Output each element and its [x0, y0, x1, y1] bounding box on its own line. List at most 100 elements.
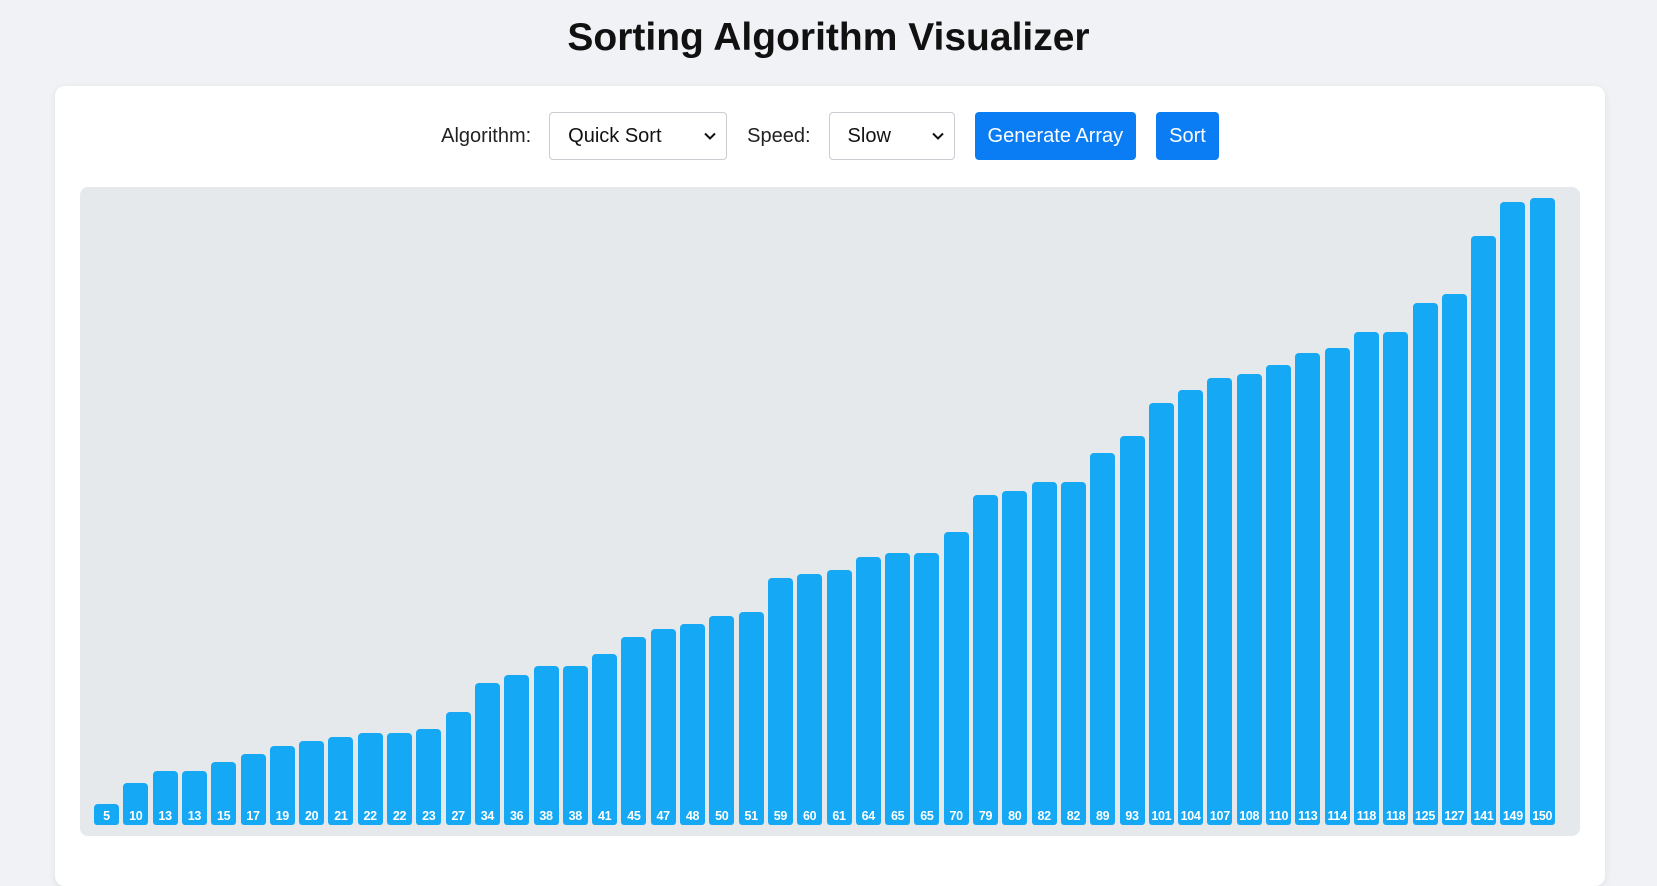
algorithm-select[interactable]: Quick Sort: [549, 112, 728, 160]
bar-value-label: 47: [656, 809, 671, 823]
bar-value-label: 150: [1532, 809, 1553, 823]
bar-value-label: 118: [1356, 809, 1377, 823]
bar: [650, 628, 676, 825]
bar-value-label: 110: [1268, 809, 1289, 823]
bar-value-label: 34: [480, 809, 495, 823]
bar-value-label: 23: [422, 809, 436, 823]
bar-value-label: 89: [1096, 809, 1110, 823]
bar: [1412, 302, 1438, 825]
bar: [1002, 490, 1028, 825]
bar: [797, 574, 823, 825]
bar: [885, 553, 911, 825]
bar: [387, 733, 412, 825]
bar: [269, 745, 295, 825]
bar-value-label: 125: [1415, 809, 1435, 823]
bar-value-label: 15: [217, 809, 231, 823]
bar: [1090, 452, 1116, 825]
bar-value-label: 27: [451, 809, 465, 823]
bar: [738, 611, 764, 825]
bar-value-label: 70: [949, 809, 964, 823]
bar: [474, 682, 500, 825]
speed-select-value: Slow: [847, 124, 891, 147]
bar: [94, 804, 119, 825]
bar-value-label: 104: [1180, 809, 1201, 823]
bar: [1236, 373, 1262, 825]
bar-value-label: 65: [890, 809, 905, 823]
bar: [299, 741, 325, 825]
chevron-down-icon: [931, 132, 944, 140]
bar-value-label: 114: [1327, 809, 1347, 823]
bar: [1178, 390, 1204, 825]
bar: [240, 753, 266, 825]
bar-value-label: 141: [1473, 809, 1494, 823]
bar-value-label: 21: [334, 809, 348, 823]
bar-value-label: 65: [920, 809, 934, 823]
bar: [152, 770, 178, 825]
bar: [1148, 402, 1174, 825]
bar: [1266, 365, 1291, 825]
bar: [416, 728, 442, 825]
bar: [914, 553, 940, 825]
bar-value-label: 48: [685, 809, 700, 823]
bar: [1060, 482, 1086, 825]
bar-value-label: 17: [246, 809, 260, 823]
generate-array-button[interactable]: Generate Array: [974, 112, 1137, 160]
bar: [1295, 352, 1321, 825]
controls-bar: Algorithm: Quick Sort Speed: Slow Genera…: [55, 111, 1605, 161]
bar: [1500, 202, 1526, 825]
bar-value-label: 45: [627, 809, 641, 823]
bar-value-label: 59: [773, 809, 788, 823]
bar-value-label: 79: [978, 809, 993, 823]
bar-value-label: 61: [832, 809, 846, 823]
bar-value-label: 113: [1298, 809, 1318, 823]
bar: [357, 733, 383, 825]
bar: [592, 653, 618, 825]
bar-value-label: 107: [1209, 809, 1230, 823]
bar-value-label: 50: [715, 809, 729, 823]
bar: [123, 783, 149, 825]
bar-value-label: 127: [1444, 809, 1465, 823]
bar-value-label: 93: [1125, 809, 1139, 823]
bar: [855, 557, 881, 825]
bar: [680, 624, 705, 825]
bars-chart-area: 5 10 13 13 15 17 19 20 21 22 22 23 27 34 36 38 38 41 45 47 4…: [80, 187, 1580, 836]
bar-value-label: 5: [103, 809, 110, 823]
bar: [504, 674, 530, 825]
bar: [943, 532, 969, 825]
speed-select[interactable]: Slow: [828, 112, 955, 160]
speed-label: Speed:: [747, 124, 811, 147]
bar-value-label: 101: [1151, 809, 1172, 823]
bar-value-label: 118: [1386, 809, 1406, 823]
bar: [1031, 482, 1057, 825]
algorithm-label: Algorithm:: [441, 124, 532, 147]
algorithm-select-value: Quick Sort: [568, 124, 662, 147]
bar: [709, 616, 735, 825]
bar-value-label: 38: [539, 809, 553, 823]
page-title: Sorting Algorithm Visualizer: [567, 16, 1090, 59]
bar-value-label: 10: [129, 809, 143, 823]
bar-value-label: 51: [744, 809, 758, 823]
sort-button[interactable]: Sort: [1156, 112, 1219, 160]
bar: [973, 494, 998, 825]
bar-value-label: 80: [1008, 809, 1022, 823]
bar: [328, 737, 354, 825]
visualizer-card: Algorithm: Quick Sort Speed: Slow Genera…: [55, 86, 1605, 886]
bar: [1471, 235, 1497, 825]
bar-value-label: 20: [304, 809, 319, 823]
bar-value-label: 82: [1037, 809, 1051, 823]
bar: [621, 636, 647, 825]
bar-value-label: 13: [187, 809, 202, 823]
bar: [1353, 331, 1379, 825]
bar: [211, 762, 237, 825]
bar-value-label: 22: [392, 809, 407, 823]
bar: [767, 578, 793, 825]
bar: [181, 770, 207, 825]
bar: [1529, 198, 1555, 825]
bar-value-label: 64: [861, 809, 876, 823]
bar: [1324, 348, 1350, 825]
bar-value-label: 41: [597, 809, 612, 823]
bar: [826, 570, 852, 825]
bar-value-label: 38: [568, 809, 583, 823]
bar-value-label: 149: [1502, 809, 1523, 823]
bar: [445, 712, 471, 825]
